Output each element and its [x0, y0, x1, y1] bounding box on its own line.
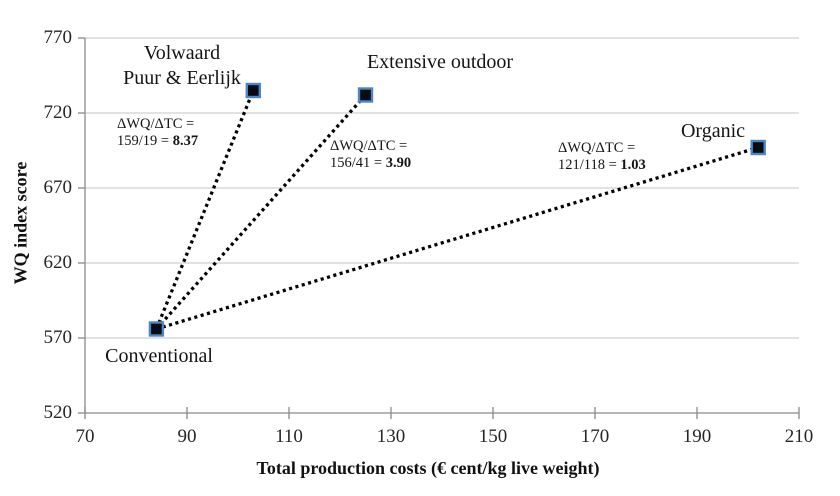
annotation-line1: ΔWQ/ΔTC =: [558, 140, 636, 156]
x-tick-label-190: 190: [682, 426, 712, 447]
slope-annotation-1: ΔWQ/ΔTC = 159/19 = 8.37: [117, 116, 198, 150]
y-tick-label-620: 620: [43, 252, 73, 273]
y-tick-label-720: 720: [43, 102, 73, 123]
point-label-extensive-outdoor: Extensive outdoor: [367, 50, 513, 75]
annotation-line2: 159/19 = 8.37: [117, 133, 198, 150]
point-label-line: Conventional: [105, 345, 213, 367]
annotation-line2: 121/118 = 1.03: [558, 157, 646, 174]
x-tick-label-170: 170: [580, 426, 610, 447]
slope-annotation-2: ΔWQ/ΔTC = 156/41 = 3.90: [330, 138, 411, 172]
annotation-fraction: 159/19 =: [117, 133, 173, 149]
point-label-conventional: Conventional: [105, 344, 213, 369]
x-tick-label-210: 210: [784, 426, 814, 447]
x-tick-label-150: 150: [478, 426, 508, 447]
annotation-result: 8.37: [172, 133, 199, 149]
slope-annotation-3: ΔWQ/ΔTC = 121/118 = 1.03: [558, 140, 646, 174]
annotation-fraction: 121/118 =: [558, 157, 621, 173]
marker-organic: [750, 139, 766, 156]
connector-conventional-to-organic: [155, 145, 759, 331]
annotation-line1: ΔWQ/ΔTC =: [330, 138, 408, 154]
point-label-line: Organic: [680, 120, 746, 142]
x-tick-label-70: 70: [75, 426, 95, 447]
annotation-fraction: 156/41 =: [330, 155, 386, 171]
y-tick-label-520: 520: [43, 402, 73, 423]
x-axis-title: Total production costs (€ cent/kg live w…: [256, 458, 600, 478]
point-label-line: Volwaard: [143, 42, 221, 64]
annotation-line1: ΔWQ/ΔTC =: [117, 116, 195, 132]
point-label-organic: Organic: [681, 119, 745, 144]
annotation-result: 1.03: [620, 157, 646, 173]
point-label-line: Puur & Eerlijk: [123, 67, 241, 89]
marker-volwaard-puur-eerlijk: [245, 82, 262, 99]
x-tick-label-90: 90: [177, 426, 197, 447]
point-label-line: Extensive outdoor: [366, 51, 514, 73]
marker-extensive-outdoor: [357, 87, 374, 103]
x-tick-label-130: 130: [376, 426, 406, 447]
y-tick-label-670: 670: [43, 177, 73, 198]
annotation-line2: 156/41 = 3.90: [330, 155, 411, 172]
y-tick-label-570: 570: [43, 327, 73, 348]
marker-conventional: [148, 321, 165, 337]
y-tick-label-770: 770: [43, 27, 73, 48]
annotation-result: 3.90: [385, 155, 412, 171]
x-tick-label-110: 110: [275, 426, 303, 447]
point-label-volwaard-puur-eerlijk: Volwaard Puur & Eerlijk: [123, 41, 241, 91]
